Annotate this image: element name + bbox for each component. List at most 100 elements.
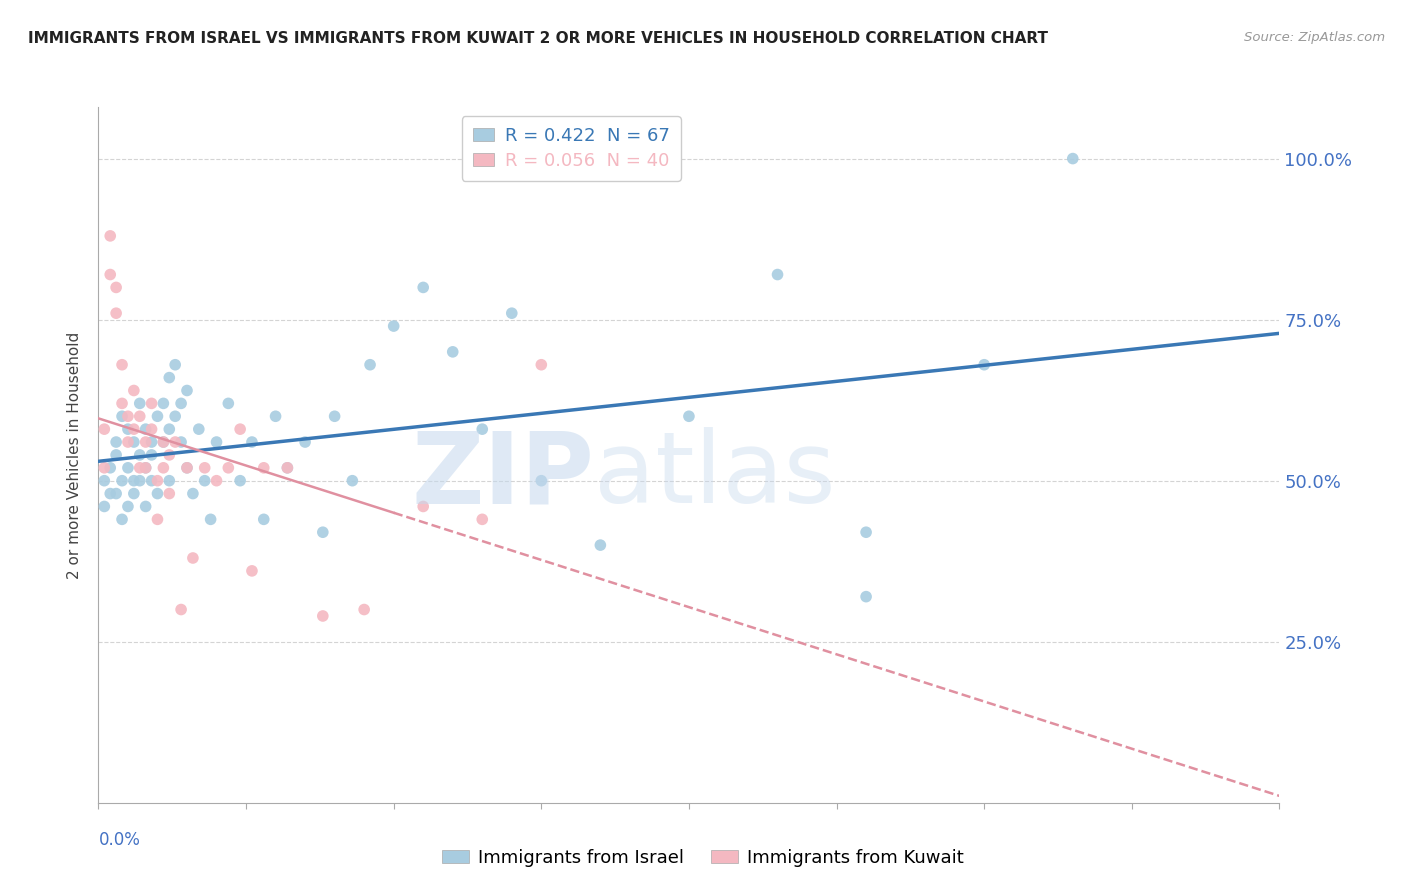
Point <box>170 435 193 450</box>
Point <box>135 435 157 450</box>
Point <box>501 306 523 320</box>
Point <box>176 460 198 475</box>
Point <box>152 435 174 450</box>
Point <box>217 396 239 410</box>
Point <box>105 486 128 500</box>
Point <box>122 474 145 488</box>
Point <box>128 448 150 462</box>
Point <box>122 435 145 450</box>
Point <box>240 435 263 450</box>
Point <box>157 474 180 488</box>
Y-axis label: 2 or more Vehicles in Household: 2 or more Vehicles in Household <box>67 331 83 579</box>
Point <box>276 460 298 475</box>
Point <box>181 551 204 566</box>
Point <box>157 370 180 384</box>
Point <box>117 460 139 475</box>
Point <box>412 500 434 514</box>
Point <box>105 435 128 450</box>
Point <box>530 474 553 488</box>
Point <box>165 435 187 450</box>
Point <box>157 422 180 436</box>
Point <box>253 460 276 475</box>
Point <box>141 448 163 462</box>
Point <box>312 525 335 540</box>
Point <box>111 358 134 372</box>
Point <box>176 384 198 398</box>
Point <box>146 486 169 500</box>
Point <box>323 409 346 424</box>
Point <box>128 460 150 475</box>
Point <box>530 358 553 372</box>
Point <box>170 396 193 410</box>
Point <box>165 409 187 424</box>
Point <box>471 422 494 436</box>
Point <box>128 409 150 424</box>
Point <box>412 280 434 294</box>
Point <box>93 500 115 514</box>
Point <box>98 268 121 282</box>
Point <box>117 500 139 514</box>
Point <box>194 460 217 475</box>
Point <box>1062 152 1084 166</box>
Point <box>441 344 464 359</box>
Point <box>194 474 217 488</box>
Point <box>152 435 174 450</box>
Point <box>240 564 263 578</box>
Point <box>135 460 157 475</box>
Point <box>141 422 163 436</box>
Legend: R = 0.422  N = 67, R = 0.056  N = 40: R = 0.422 N = 67, R = 0.056 N = 40 <box>461 116 681 181</box>
Point <box>135 460 157 475</box>
Point <box>229 474 252 488</box>
Point <box>93 422 115 436</box>
Text: ZIP: ZIP <box>412 427 595 524</box>
Point <box>382 319 405 334</box>
Point <box>111 409 134 424</box>
Point <box>135 422 157 436</box>
Point <box>176 460 198 475</box>
Point <box>152 396 174 410</box>
Point <box>105 448 128 462</box>
Point <box>146 512 169 526</box>
Point <box>342 474 364 488</box>
Point <box>128 474 150 488</box>
Point <box>152 460 174 475</box>
Text: IMMIGRANTS FROM ISRAEL VS IMMIGRANTS FROM KUWAIT 2 OR MORE VEHICLES IN HOUSEHOLD: IMMIGRANTS FROM ISRAEL VS IMMIGRANTS FRO… <box>28 31 1047 46</box>
Point <box>105 306 128 320</box>
Point <box>93 460 115 475</box>
Point <box>111 474 134 488</box>
Point <box>117 422 139 436</box>
Point <box>98 486 121 500</box>
Point <box>264 409 287 424</box>
Point <box>170 602 193 616</box>
Point <box>855 590 877 604</box>
Point <box>141 396 163 410</box>
Point <box>589 538 612 552</box>
Point <box>157 448 180 462</box>
Point <box>165 358 187 372</box>
Legend: Immigrants from Israel, Immigrants from Kuwait: Immigrants from Israel, Immigrants from … <box>434 842 972 874</box>
Point <box>141 435 163 450</box>
Point <box>205 435 228 450</box>
Text: Source: ZipAtlas.com: Source: ZipAtlas.com <box>1244 31 1385 45</box>
Point <box>353 602 375 616</box>
Point <box>141 474 163 488</box>
Point <box>111 512 134 526</box>
Point <box>200 512 222 526</box>
Point <box>117 409 139 424</box>
Point <box>217 460 239 475</box>
Point <box>93 474 115 488</box>
Point <box>105 280 128 294</box>
Point <box>678 409 700 424</box>
Point <box>276 460 298 475</box>
Point <box>253 512 276 526</box>
Point <box>117 435 139 450</box>
Point <box>122 422 145 436</box>
Point <box>471 512 494 526</box>
Point <box>359 358 381 372</box>
Text: 0.0%: 0.0% <box>98 830 141 848</box>
Point <box>146 409 169 424</box>
Text: atlas: atlas <box>595 427 837 524</box>
Point <box>973 358 995 372</box>
Point <box>294 435 316 450</box>
Point <box>98 460 121 475</box>
